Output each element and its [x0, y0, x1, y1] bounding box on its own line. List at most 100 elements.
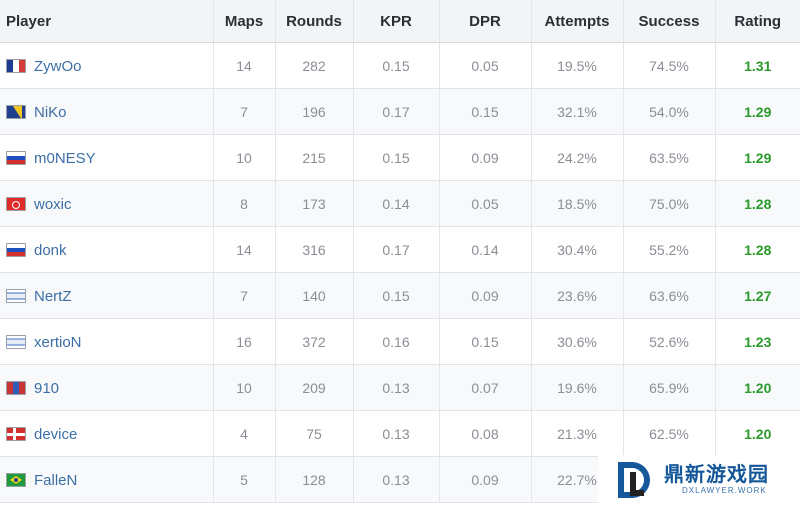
brazil-flag-icon	[6, 472, 26, 487]
success-cell: 62.5%	[623, 410, 716, 457]
kpr-cell: 0.15	[353, 134, 440, 181]
player-cell: m0NESY	[0, 134, 214, 181]
player-link[interactable]: 910	[34, 379, 60, 397]
column-header-maps[interactable]: Maps	[213, 0, 276, 43]
player-cell: xertioN	[0, 318, 214, 365]
player-link[interactable]: NertZ	[34, 287, 72, 305]
dpr-cell: 0.14	[439, 226, 532, 273]
maps-cell: 4	[213, 410, 276, 457]
kpr-cell: 0.15	[353, 42, 440, 89]
player-link[interactable]: xertioN	[34, 333, 82, 351]
table-row: NertZ 7 140 0.15 0.09 23.6% 63.6% 1.27	[0, 272, 800, 319]
israel-flag-icon	[6, 334, 26, 349]
success-cell: 63.5%	[623, 134, 716, 181]
success-cell: 52.6%	[623, 318, 716, 365]
player-link[interactable]: FalleN	[34, 471, 78, 489]
kpr-cell: 0.17	[353, 226, 440, 273]
table-header: Player Maps Rounds KPR DPR Attempts Succ…	[0, 0, 800, 43]
rating-cell: 1.29	[715, 88, 800, 135]
column-header-dpr[interactable]: DPR	[439, 0, 532, 43]
success-cell: 54.0%	[623, 88, 716, 135]
table-row: device 4 75 0.13 0.08 21.3% 62.5% 1.20	[0, 410, 800, 457]
player-link[interactable]: woxic	[34, 195, 72, 213]
column-header-rounds[interactable]: Rounds	[275, 0, 354, 43]
rating-cell: 1.20	[715, 364, 800, 411]
dpr-cell: 0.05	[439, 180, 532, 227]
column-header-rating[interactable]: Rating	[715, 0, 800, 43]
rounds-cell: 196	[275, 88, 354, 135]
maps-cell: 14	[213, 226, 276, 273]
attempts-cell: 19.5%	[531, 42, 624, 89]
kpr-cell: 0.13	[353, 456, 440, 503]
rounds-cell: 282	[275, 42, 354, 89]
rounds-cell: 140	[275, 272, 354, 319]
rounds-cell: 316	[275, 226, 354, 273]
rating-cell: 1.28	[715, 226, 800, 273]
mongolia-flag-icon	[6, 380, 26, 395]
maps-cell: 10	[213, 134, 276, 181]
player-link[interactable]: device	[34, 425, 78, 443]
attempts-cell: 24.2%	[531, 134, 624, 181]
rounds-cell: 128	[275, 456, 354, 503]
russia-flag-icon	[6, 242, 26, 257]
rounds-cell: 173	[275, 180, 354, 227]
maps-cell: 16	[213, 318, 276, 365]
dpr-cell: 0.15	[439, 88, 532, 135]
table-row: woxic 8 173 0.14 0.05 18.5% 75.0% 1.28	[0, 180, 800, 227]
dpr-cell: 0.08	[439, 410, 532, 457]
player-cell: 910	[0, 364, 214, 411]
kpr-cell: 0.13	[353, 410, 440, 457]
attempts-cell: 30.6%	[531, 318, 624, 365]
table-row: ZywOo 14 282 0.15 0.05 19.5% 74.5% 1.31	[0, 42, 800, 89]
column-header-player[interactable]: Player	[0, 0, 214, 43]
player-cell: FalleN	[0, 456, 214, 503]
dl-logo-icon	[618, 462, 650, 498]
player-link[interactable]: ZywOo	[34, 57, 82, 75]
maps-cell: 7	[213, 272, 276, 319]
player-cell: NiKo	[0, 88, 214, 135]
france-flag-icon	[6, 58, 26, 73]
success-cell: 63.6%	[623, 272, 716, 319]
rounds-cell: 372	[275, 318, 354, 365]
israel-flag-icon	[6, 288, 26, 303]
table-row: NiKo 7 196 0.17 0.15 32.1% 54.0% 1.29	[0, 88, 800, 135]
header-row: Player Maps Rounds KPR DPR Attempts Succ…	[0, 0, 800, 43]
column-header-success[interactable]: Success	[623, 0, 716, 43]
turkey-flag-icon	[6, 196, 26, 211]
attempts-cell: 18.5%	[531, 180, 624, 227]
success-cell: 75.0%	[623, 180, 716, 227]
attempts-cell: 32.1%	[531, 88, 624, 135]
success-cell: 74.5%	[623, 42, 716, 89]
kpr-cell: 0.17	[353, 88, 440, 135]
dpr-cell: 0.09	[439, 456, 532, 503]
dpr-cell: 0.09	[439, 272, 532, 319]
dpr-cell: 0.05	[439, 42, 532, 89]
maps-cell: 8	[213, 180, 276, 227]
maps-cell: 10	[213, 364, 276, 411]
dpr-cell: 0.07	[439, 364, 532, 411]
watermark-title: 鼎新游戏园	[664, 464, 769, 486]
table-body: ZywOo 14 282 0.15 0.05 19.5% 74.5% 1.31 …	[0, 42, 800, 503]
attempts-cell: 21.3%	[531, 410, 624, 457]
player-link[interactable]: NiKo	[34, 103, 67, 121]
player-link[interactable]: m0NESY	[34, 149, 96, 167]
column-header-kpr[interactable]: KPR	[353, 0, 440, 43]
column-header-attempts[interactable]: Attempts	[531, 0, 624, 43]
maps-cell: 14	[213, 42, 276, 89]
watermark-subtitle: DXLAWYER.WORK	[682, 486, 767, 495]
watermark-text: 鼎新游戏园 DXLAWYER.WORK	[664, 464, 769, 496]
denmark-flag-icon	[6, 426, 26, 441]
player-link[interactable]: donk	[34, 241, 67, 259]
attempts-cell: 30.4%	[531, 226, 624, 273]
bosnia-flag-icon	[6, 104, 26, 119]
dpr-cell: 0.09	[439, 134, 532, 181]
success-cell: 55.2%	[623, 226, 716, 273]
success-cell: 65.9%	[623, 364, 716, 411]
rating-cell: 1.20	[715, 410, 800, 457]
maps-cell: 7	[213, 88, 276, 135]
player-cell: ZywOo	[0, 42, 214, 89]
player-cell: donk	[0, 226, 214, 273]
maps-cell: 5	[213, 456, 276, 503]
player-cell: NertZ	[0, 272, 214, 319]
